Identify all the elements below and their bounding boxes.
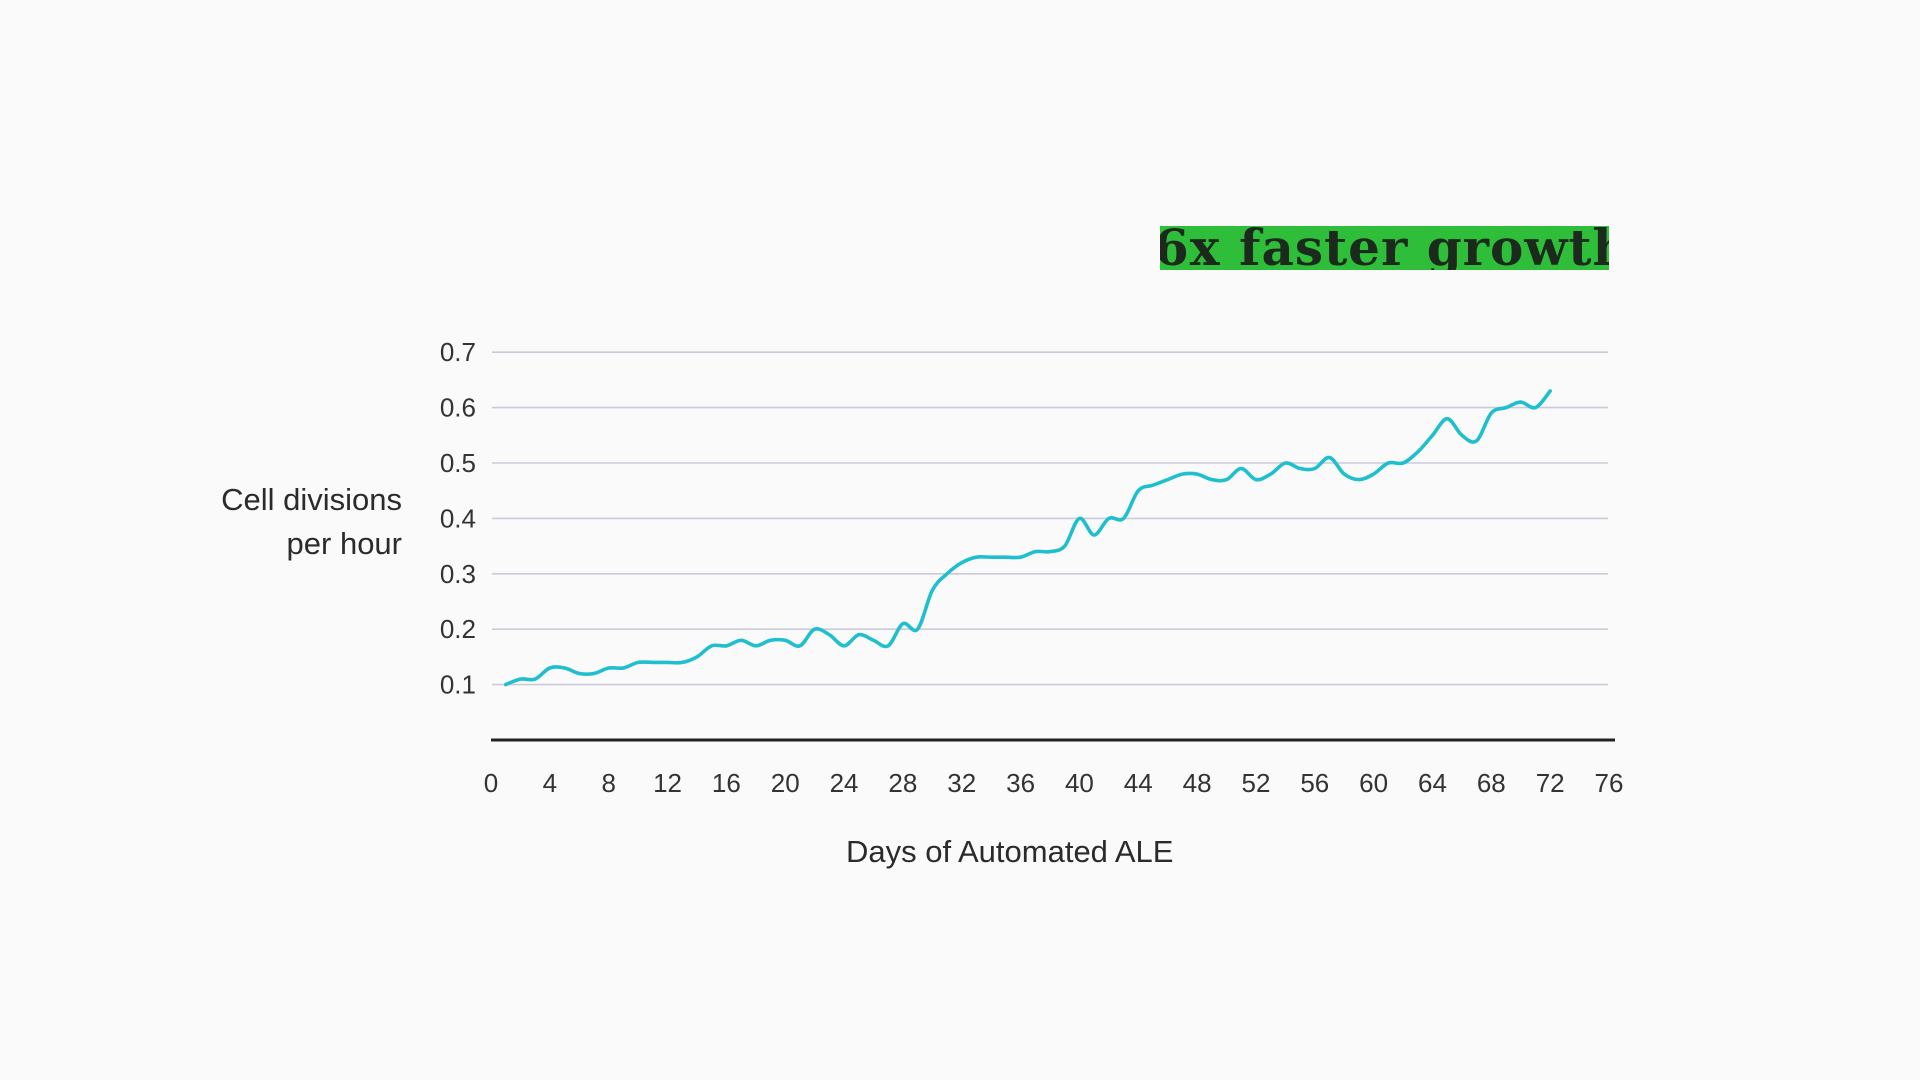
x-tick-label-28: 28 <box>888 768 917 798</box>
x-tick-label-52: 52 <box>1241 768 1270 798</box>
y-tick-label-0.6: 0.6 <box>440 393 476 423</box>
x-tick-label-40: 40 <box>1065 768 1094 798</box>
x-tick-label-32: 32 <box>947 768 976 798</box>
y-tick-label-0.7: 0.7 <box>440 337 476 367</box>
x-tick-label-72: 72 <box>1536 768 1565 798</box>
x-tick-label-60: 60 <box>1359 768 1388 798</box>
series-line-0 <box>503 389 1552 687</box>
x-axis-label: Days of Automated ALE <box>846 834 1174 869</box>
x-tick-label-8: 8 <box>601 768 615 798</box>
x-tick-label-36: 36 <box>1006 768 1035 798</box>
x-tick-label-0: 0 <box>484 768 498 798</box>
y-axis-label-line-1: Cell divisions <box>221 482 402 517</box>
y-tick-label-0.3: 0.3 <box>440 559 476 589</box>
x-tick-label-20: 20 <box>771 768 800 798</box>
y-tick-label-0.2: 0.2 <box>440 614 476 644</box>
y-axis-label: Cell divisions per hour <box>221 478 402 566</box>
x-tick-label-16: 16 <box>712 768 741 798</box>
x-tick-label-24: 24 <box>830 768 859 798</box>
y-tick-label-0.4: 0.4 <box>440 503 476 533</box>
headline-highlight: 6x faster growth <box>1160 226 1609 270</box>
x-tick-label-64: 64 <box>1418 768 1447 798</box>
x-tick-label-56: 56 <box>1300 768 1329 798</box>
x-tick-label-48: 48 <box>1183 768 1212 798</box>
x-tick-label-76: 76 <box>1595 768 1624 798</box>
x-tick-label-12: 12 <box>653 768 682 798</box>
headline-text: 6x faster growth <box>1160 226 1609 270</box>
y-tick-label-0.1: 0.1 <box>440 670 476 700</box>
y-tick-label-0.5: 0.5 <box>440 448 476 478</box>
x-tick-label-4: 4 <box>543 768 557 798</box>
x-tick-label-44: 44 <box>1124 768 1153 798</box>
x-tick-label-68: 68 <box>1477 768 1506 798</box>
y-axis-label-line-2: per hour <box>286 526 402 561</box>
